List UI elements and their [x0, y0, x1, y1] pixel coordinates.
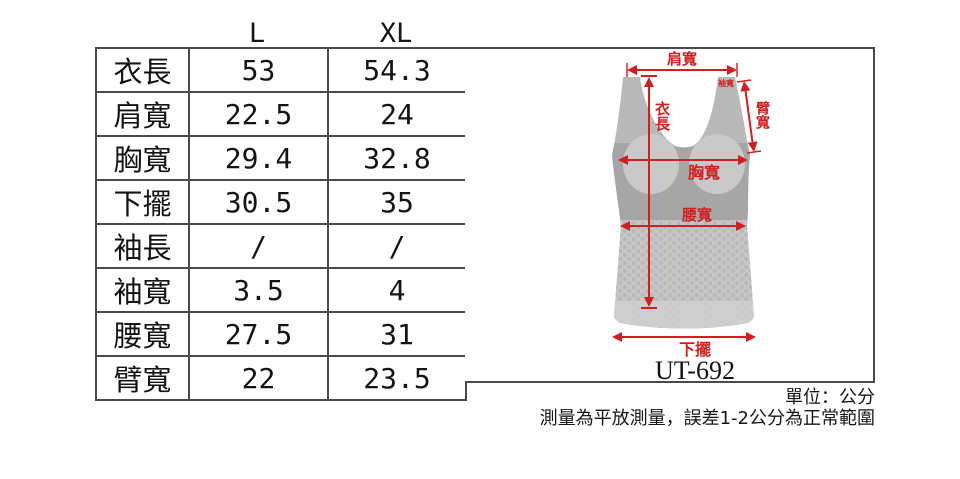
- value-l: /: [188, 223, 329, 269]
- garment-diagram-panel: 肩寬 衣長 袖寬 臂寬 胸寬 腰寬 下擺 UT-692: [465, 47, 875, 383]
- table-row: 袖寬 3.5 4: [95, 267, 467, 313]
- label-chest-width: 胸寬: [688, 163, 720, 182]
- measurement-note: 測量為平放測量，誤差1-2公分為正常範圍: [539, 408, 875, 429]
- hem-width-arrow: [612, 332, 756, 342]
- row-label: 衣長: [95, 47, 190, 93]
- left-cup: [623, 134, 679, 194]
- value-xl: 24: [327, 91, 467, 137]
- label-garment-length: 衣長: [653, 100, 671, 132]
- value-l: 3.5: [188, 267, 329, 313]
- value-xl: 23.5: [327, 355, 467, 401]
- table-row: 腰寬 27.5 31: [95, 311, 467, 357]
- value-xl: /: [327, 223, 467, 269]
- row-label: 下擺: [95, 179, 190, 225]
- waist-width-arrow: [620, 221, 746, 231]
- size-header-l: L: [248, 18, 266, 49]
- value-l: 22.5: [188, 91, 329, 137]
- table-row: 袖長 / /: [95, 223, 467, 269]
- row-label: 臂寬: [95, 355, 190, 401]
- value-l: 29.4: [188, 135, 329, 181]
- footnotes: 單位：公分 測量為平放測量，誤差1-2公分為正常範圍: [540, 387, 875, 429]
- row-label: 袖寬: [95, 267, 190, 313]
- label-shoulder-width: 肩寬: [667, 50, 697, 68]
- model-number: UT-692: [655, 356, 735, 381]
- value-l: 30.5: [188, 179, 329, 225]
- table-row: 胸寬 29.4 32.8: [95, 135, 467, 181]
- label-arm-width: 臂寬: [754, 100, 771, 130]
- value-xl: 31: [327, 311, 467, 357]
- value-xl: 4: [327, 267, 467, 313]
- right-cup: [689, 134, 745, 194]
- row-label: 肩寬: [95, 91, 190, 137]
- unit-note: 單位：公分: [785, 387, 875, 408]
- garment-shape: [612, 77, 754, 329]
- dimension-arrows: [612, 63, 762, 342]
- value-xl: 32.8: [327, 135, 467, 181]
- shoulder-width-arrow: [626, 63, 738, 77]
- value-xl: 35: [327, 179, 467, 225]
- value-l: 27.5: [188, 311, 329, 357]
- table-row: 臂寬 22 23.5: [95, 355, 467, 401]
- row-label: 腰寬: [95, 311, 190, 357]
- label-strap-width: 袖寬: [717, 78, 734, 88]
- size-table: 衣長 53 54.3 肩寬 22.5 24 胸寬 29.4 32.8 下擺 30…: [95, 47, 467, 401]
- chest-width-arrow: [618, 155, 748, 165]
- hem-band: [612, 301, 754, 329]
- table-row: 肩寬 22.5 24: [95, 91, 467, 137]
- arm-width-arrow: [736, 79, 762, 154]
- table-row: 衣長 53 54.3: [95, 47, 467, 93]
- label-waist-width: 腰寬: [681, 206, 712, 224]
- row-label: 胸寬: [95, 135, 190, 181]
- garment-length-arrow: [641, 75, 657, 309]
- value-l: 53: [188, 47, 329, 93]
- label-hem-width: 下擺: [679, 340, 711, 359]
- row-label: 袖長: [95, 223, 190, 269]
- value-l: 22: [188, 355, 329, 401]
- value-xl: 54.3: [327, 47, 467, 93]
- garment-diagram: 肩寬 衣長 袖寬 臂寬 胸寬 腰寬 下擺 UT-692: [612, 50, 771, 381]
- table-row: 下擺 30.5 35: [95, 179, 467, 225]
- size-header-xl: XL: [379, 18, 413, 49]
